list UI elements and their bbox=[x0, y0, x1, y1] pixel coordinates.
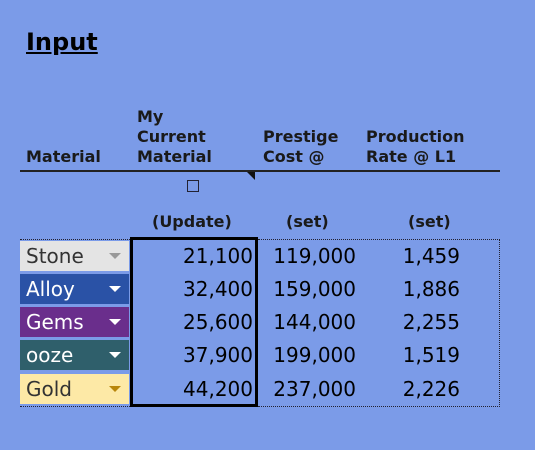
material-column-border bbox=[20, 239, 130, 407]
prestige-cost-value[interactable]: 144,000 bbox=[273, 310, 356, 334]
header-material: Material bbox=[26, 147, 101, 166]
comment-indicator-icon bbox=[247, 172, 255, 180]
material-dropdown[interactable]: Gems bbox=[20, 307, 129, 337]
material-dropdown[interactable]: Alloy bbox=[20, 274, 129, 304]
prestige-cost-value[interactable]: 159,000 bbox=[273, 277, 356, 301]
dropdown-arrow-icon[interactable] bbox=[109, 286, 121, 292]
material-dropdown-label: ooze bbox=[26, 343, 74, 367]
dropdown-arrow-icon[interactable] bbox=[109, 352, 121, 358]
subheader-prestige-set: (set) bbox=[286, 212, 329, 231]
current-material-value[interactable]: 44,200 bbox=[183, 377, 253, 401]
current-material-input-box bbox=[130, 237, 258, 407]
header-current-material: My Current Material bbox=[137, 107, 212, 167]
header-production-line1: Production bbox=[366, 127, 465, 146]
material-dropdown-label: Gems bbox=[26, 310, 84, 334]
header-prestige-cost: Prestige Cost @ bbox=[263, 127, 338, 167]
material-dropdown-label: Stone bbox=[26, 244, 84, 268]
production-rate-value[interactable]: 2,226 bbox=[402, 377, 460, 401]
material-dropdown[interactable]: Gold bbox=[20, 374, 129, 404]
material-dropdown[interactable]: ooze bbox=[20, 340, 129, 370]
production-rate-value[interactable]: 1,459 bbox=[402, 244, 460, 268]
subheader-update: (Update) bbox=[152, 212, 232, 231]
page-title: Input bbox=[26, 28, 98, 56]
header-current-line3: Material bbox=[137, 147, 212, 166]
dropdown-arrow-icon[interactable] bbox=[109, 253, 121, 259]
production-rate-value[interactable]: 1,519 bbox=[402, 343, 460, 367]
header-production-rate: Production Rate @ L1 bbox=[366, 127, 464, 167]
production-rate-value[interactable]: 2,255 bbox=[402, 310, 460, 334]
prestige-cost-value[interactable]: 119,000 bbox=[273, 244, 356, 268]
material-dropdown-label: Alloy bbox=[26, 277, 75, 301]
current-material-value[interactable]: 25,600 bbox=[183, 310, 253, 334]
current-material-value[interactable]: 37,900 bbox=[183, 343, 253, 367]
set-values-border bbox=[258, 239, 500, 407]
prestige-cost-value[interactable]: 237,000 bbox=[273, 377, 356, 401]
header-current-line1: My bbox=[137, 107, 164, 126]
header-production-line2: Rate @ L1 bbox=[366, 147, 457, 166]
header-prestige-line2: Cost @ bbox=[263, 147, 325, 166]
production-rate-value[interactable]: 1,886 bbox=[402, 277, 460, 301]
header-current-line2: Current bbox=[137, 127, 206, 146]
header-divider bbox=[20, 170, 500, 172]
prestige-cost-value[interactable]: 199,000 bbox=[273, 343, 356, 367]
update-checkbox[interactable] bbox=[187, 180, 199, 192]
subheader-production-set: (set) bbox=[408, 212, 451, 231]
header-prestige-line1: Prestige bbox=[263, 127, 339, 146]
material-dropdown[interactable]: Stone bbox=[20, 241, 129, 271]
dropdown-arrow-icon[interactable] bbox=[109, 386, 121, 392]
current-material-value[interactable]: 21,100 bbox=[183, 244, 253, 268]
dropdown-arrow-icon[interactable] bbox=[109, 319, 121, 325]
current-material-value[interactable]: 32,400 bbox=[183, 277, 253, 301]
material-dropdown-label: Gold bbox=[26, 377, 72, 401]
